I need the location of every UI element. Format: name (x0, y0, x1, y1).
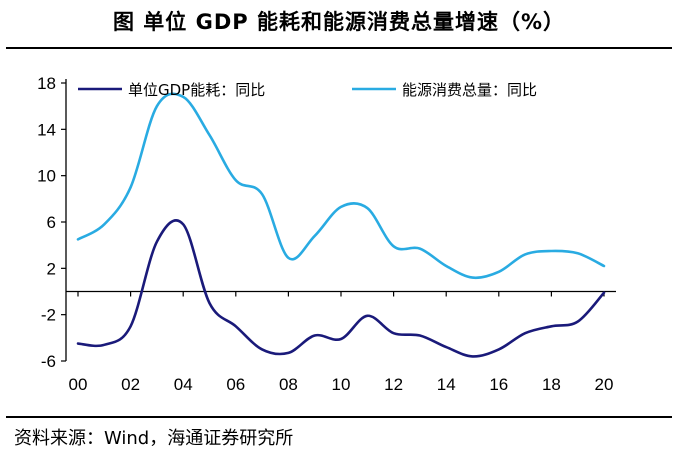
chart-title: 图 单位 GDP 能耗和能源消费总量增速（%） (112, 10, 566, 34)
y-tick-label: 10 (37, 167, 56, 186)
series-line-1 (76, 219, 606, 358)
x-tick-label: 02 (121, 375, 140, 394)
legend: 单位GDP能耗：同比 能源消费总量：同比 (78, 81, 537, 99)
title-rule (6, 47, 672, 49)
series-line-2 (76, 92, 606, 280)
y-tick-label: -6 (41, 352, 56, 371)
legend-label-1: 单位GDP能耗：同比 (128, 81, 265, 99)
x-tick-label: 14 (437, 375, 456, 394)
source-rule (6, 416, 672, 418)
x-tick-label: 06 (226, 375, 245, 394)
x-tick-label: 08 (279, 375, 298, 394)
x-tick-label: 10 (332, 375, 351, 394)
y-tick-label: 6 (47, 213, 56, 232)
chart-axes (65, 79, 616, 361)
x-tick-label: 18 (542, 375, 561, 394)
y-tick-label: 2 (47, 259, 56, 278)
y-tick-label: 14 (37, 120, 56, 139)
y-tick-label: 18 (37, 74, 56, 93)
y-tick-label: -2 (41, 306, 56, 325)
legend-label-2: 能源消费总量：同比 (402, 81, 537, 99)
x-tick-label: 16 (489, 375, 508, 394)
x-tick-labels: 00 02 04 06 08 10 12 14 16 18 20 (69, 291, 614, 394)
x-tick-label: 00 (69, 375, 88, 394)
series-lines (76, 92, 606, 358)
x-tick-label: 12 (384, 375, 403, 394)
y-tick-labels: 18 14 10 6 2 -2 -6 (37, 74, 66, 371)
x-tick-label: 20 (595, 375, 614, 394)
source-note: 资料来源：Wind，海通证券研究所 (14, 428, 294, 449)
x-tick-label: 04 (174, 375, 193, 394)
